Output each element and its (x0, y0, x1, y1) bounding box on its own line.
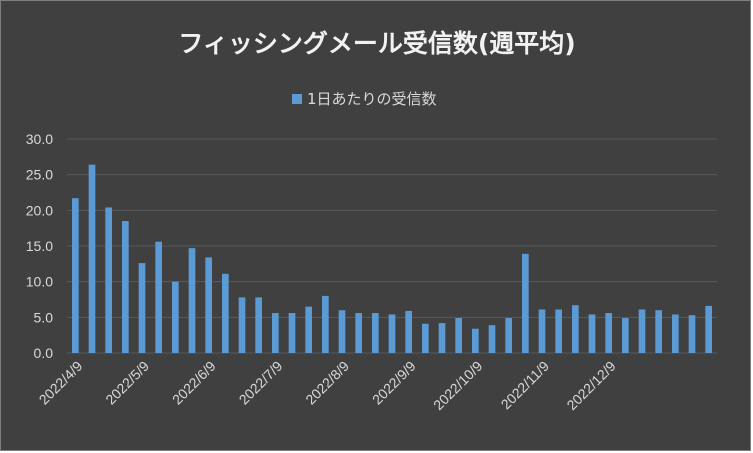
bar (488, 325, 496, 353)
bar (88, 164, 96, 353)
bar (355, 313, 362, 353)
x-tick-label: 2022/12/9 (563, 358, 619, 414)
bar (255, 297, 262, 353)
y-tick-label: 10.0 (26, 274, 53, 290)
y-tick-label: 20.0 (26, 202, 53, 218)
y-tick-label: 25.0 (26, 167, 53, 183)
bar (72, 198, 79, 353)
bar (588, 314, 596, 353)
legend-label: 1日あたりの受信数 (307, 90, 437, 108)
bar (105, 207, 112, 353)
y-tick-label: 30.0 (26, 131, 53, 147)
bar (522, 253, 529, 353)
bar (272, 313, 279, 353)
bar (372, 313, 379, 353)
bar (655, 310, 662, 353)
x-tick-label: 2022/7/9 (236, 358, 286, 408)
bar (688, 315, 696, 353)
bar (155, 241, 162, 353)
x-axis-ticks: 2022/4/9 2022/5/9 2022/6/9 2022/7/9 2022/8/9… (36, 358, 619, 414)
bar (138, 263, 146, 353)
bar (238, 297, 246, 353)
legend-swatch (292, 94, 302, 104)
x-tick-label: 2022/11/9 (497, 358, 552, 413)
x-tick-label: 2022/10/9 (430, 358, 486, 414)
bar (705, 305, 712, 353)
bar (438, 323, 446, 353)
bar (422, 323, 429, 353)
bar (122, 221, 129, 353)
x-tick-label: 2022/4/9 (36, 358, 86, 408)
bar (605, 313, 612, 353)
bar (622, 318, 629, 353)
bar (322, 295, 329, 353)
y-tick-label: 5.0 (34, 309, 54, 325)
bar (405, 310, 412, 353)
bar (205, 257, 212, 353)
x-tick-label: 2022/6/9 (169, 358, 219, 408)
chart-title: フィッシングメール受信数(週平均) (178, 29, 575, 58)
y-tick-label: 0.0 (34, 345, 54, 361)
bar (555, 309, 562, 353)
bar (472, 328, 479, 353)
bar (388, 314, 396, 353)
x-tick-label: 2022/5/9 (102, 358, 152, 408)
bars (72, 164, 712, 353)
bar (505, 318, 512, 353)
y-tick-label: 15.0 (26, 238, 53, 254)
bar (288, 313, 296, 353)
x-tick-label: 2022/8/9 (302, 358, 352, 408)
bar (538, 309, 546, 353)
bar (188, 248, 196, 353)
y-axis-ticks: 0.0 5.0 10.0 15.0 20.0 25.0 30.0 (26, 131, 53, 361)
bar (305, 306, 312, 353)
bar (455, 318, 462, 353)
bar (572, 305, 579, 353)
bar (672, 314, 679, 353)
bar (222, 273, 229, 353)
x-tick-label: 2022/9/9 (369, 358, 419, 408)
bar (638, 309, 646, 353)
bar (338, 310, 346, 353)
legend: 1日あたりの受信数 (292, 90, 437, 108)
bar (172, 281, 179, 353)
